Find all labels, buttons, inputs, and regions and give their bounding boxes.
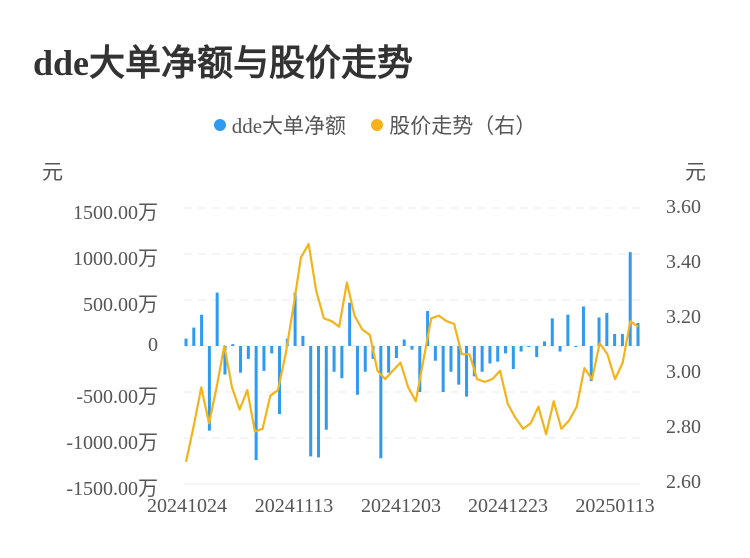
dde-bar <box>324 346 328 430</box>
left-tick: -1500.00万 <box>66 478 158 500</box>
dde-bar <box>309 346 313 457</box>
dde-bar <box>223 346 227 375</box>
left-axis-unit: 元 <box>42 160 63 184</box>
left-tick: 1000.00万 <box>73 248 158 270</box>
dde-bar <box>496 346 500 362</box>
dde-bar <box>527 346 531 347</box>
dde-bar <box>363 346 367 372</box>
left-tick: 0 <box>148 334 158 356</box>
right-axis-unit: 元 <box>685 160 706 184</box>
dde-bar <box>215 292 219 346</box>
dde-bar <box>316 346 320 458</box>
dde-bar <box>387 346 391 373</box>
dde-bar <box>589 346 593 381</box>
left-tick: -1000.00万 <box>66 432 158 454</box>
dde-bar <box>441 346 445 392</box>
dde-bar <box>355 346 359 395</box>
gridlines <box>184 207 640 485</box>
dde-bar <box>418 346 422 392</box>
left-tick: -500.00万 <box>76 386 158 408</box>
dde-bar <box>192 327 196 346</box>
dde-bars <box>184 252 640 461</box>
dde-bar <box>293 292 297 346</box>
dde-bar <box>558 346 562 352</box>
x-tick: 20250113 <box>575 495 655 517</box>
dde-bar <box>542 341 546 346</box>
dde-bar <box>426 311 430 346</box>
right-tick: 3.20 <box>666 306 701 328</box>
dde-bar <box>574 346 578 347</box>
right-tick: 3.40 <box>666 251 701 273</box>
legend: dde大单净额 股价走势（右） <box>0 110 750 140</box>
dde-bar <box>504 346 508 354</box>
dde-bar <box>207 346 211 431</box>
dde-bar <box>410 346 414 350</box>
dde-bar <box>488 346 492 364</box>
dde-bar <box>184 338 188 346</box>
dde-bar <box>535 346 539 358</box>
dde-bar <box>597 317 601 346</box>
legend-dot-orange-icon <box>371 119 384 131</box>
dde-bar <box>246 346 250 359</box>
dde-bar <box>511 346 515 369</box>
right-tick: 2.60 <box>666 471 701 493</box>
dde-bar <box>519 346 523 352</box>
chart-title: dde大单净额与股价走势 <box>33 43 414 83</box>
dde-bar <box>270 346 274 354</box>
dde-bar <box>613 334 617 346</box>
dde-bar <box>239 346 243 373</box>
x-tick: 20241113 <box>254 495 334 517</box>
dde-bar <box>379 346 383 459</box>
dde-bar <box>480 346 484 372</box>
dde-bar <box>620 334 624 346</box>
dde-bar <box>254 346 258 461</box>
dde-bar <box>605 312 609 346</box>
dde-bar <box>231 344 235 346</box>
dde-bar <box>340 346 344 379</box>
dde-bar <box>550 318 554 346</box>
dde-bar <box>394 346 398 358</box>
dde-bar <box>581 306 585 346</box>
dde-bar <box>332 346 336 372</box>
dde-bar <box>628 252 632 346</box>
right-tick: 3.60 <box>666 196 701 218</box>
x-tick: 20241203 <box>361 495 441 517</box>
dde-bar <box>348 302 352 346</box>
right-tick: 2.80 <box>666 416 701 438</box>
legend-label-dde: dde大单净额 <box>231 114 347 138</box>
x-tick: 20241223 <box>468 495 548 517</box>
left-tick: 500.00万 <box>83 294 158 316</box>
dde-bar <box>472 346 476 377</box>
right-tick: 3.00 <box>666 361 701 383</box>
dde-bar <box>465 346 469 397</box>
x-tick: 20241024 <box>147 495 227 517</box>
dde-bar <box>566 314 570 346</box>
dde-bar <box>457 346 461 385</box>
dde-bar <box>433 346 437 361</box>
legend-item-dde[interactable]: dde大单净额 <box>213 110 347 140</box>
dde-bar <box>301 335 305 346</box>
dde-bar <box>200 314 204 346</box>
dde-bar <box>262 346 266 371</box>
legend-item-price[interactable]: 股价走势（右） <box>371 110 536 140</box>
dde-bar <box>449 346 453 372</box>
left-tick: 1500.00万 <box>73 202 158 224</box>
legend-label-price: 股价走势（右） <box>389 114 537 138</box>
dde-bar <box>402 339 406 346</box>
legend-dot-blue-icon <box>213 119 226 131</box>
dde-bar <box>636 323 640 346</box>
price-line <box>184 242 639 463</box>
